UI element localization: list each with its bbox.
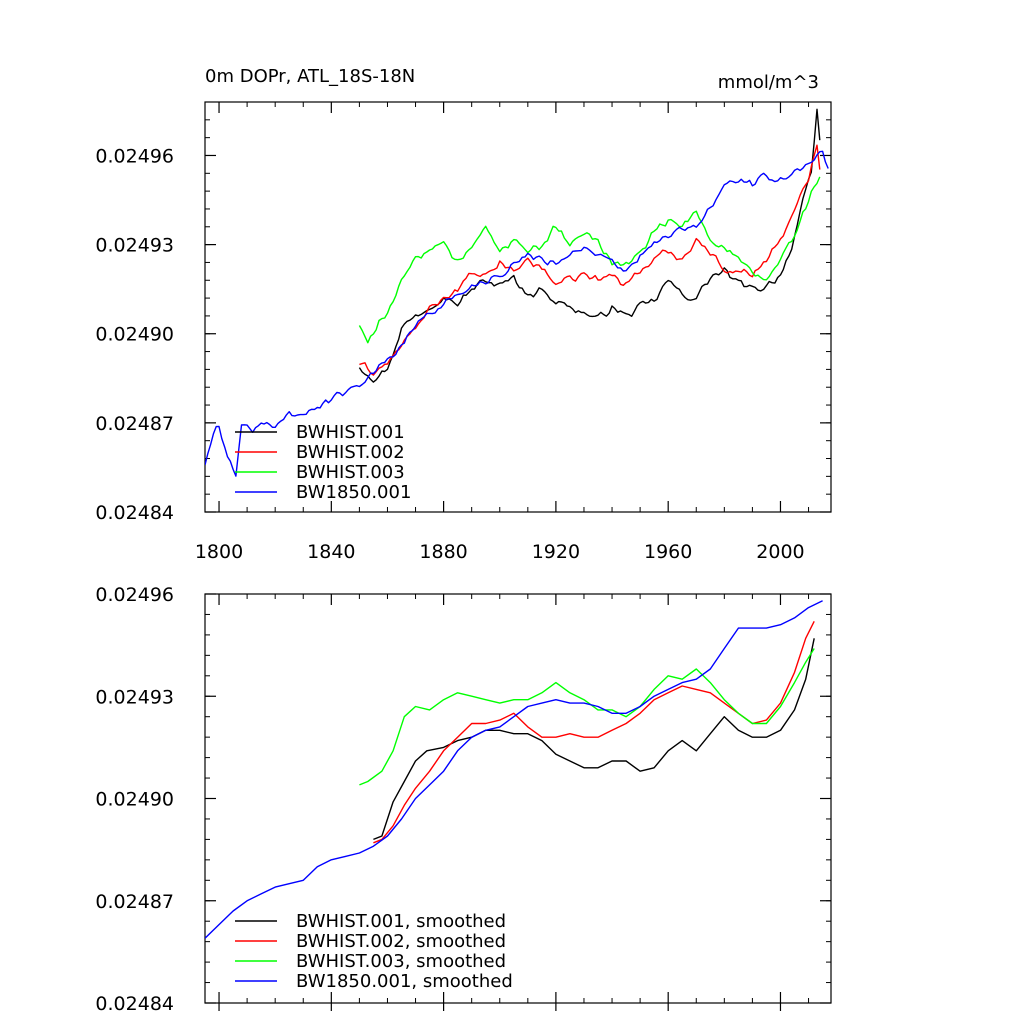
plot-frame [204, 101, 832, 513]
series-line-bwhist-002-smoothed [373, 620, 815, 844]
y-tick-label: 0.02487 [95, 891, 174, 913]
legend-label: BW1850.001 [296, 482, 411, 503]
y-tick-label: 0.02496 [95, 584, 174, 606]
x-tick-label: 1960 [644, 541, 692, 563]
series-line-bwhist-001 [358, 108, 821, 383]
y-tick-label: 0.02490 [95, 324, 174, 346]
legend-label: BWHIST.001, smoothed [296, 911, 506, 932]
x-tick-label: 1920 [532, 541, 580, 563]
legend-label: BWHIST.003, smoothed [296, 951, 506, 972]
series-line-bwhist-001-smoothed [373, 638, 815, 841]
x-tick-label: 1840 [307, 541, 355, 563]
legend-label: BWHIST.002 [296, 442, 405, 463]
x-tick-label: 2000 [756, 541, 804, 563]
y-tick-label: 0.02484 [95, 502, 174, 524]
x-tick-label: 1880 [419, 541, 467, 563]
y-tick-label: 0.02490 [95, 789, 174, 811]
series-line-bw1850-001 [205, 150, 829, 477]
x-tick-label: 1800 [195, 541, 243, 563]
chart-title: 0m DOPr, ATL_18S-18N [205, 66, 415, 87]
series-line-bwhist-003 [358, 176, 821, 344]
legend-label: BWHIST.001 [296, 422, 405, 443]
legend-label: BWHIST.002, smoothed [296, 931, 506, 952]
y-tick-label: 0.02484 [95, 993, 174, 1015]
panel-annual: 0.02484 0.02487 0.02490 0.02493 0.02496 1800 1… [95, 66, 832, 563]
units-label: mmol/m^3 [718, 72, 819, 93]
series-line-bwhist-002 [359, 144, 821, 376]
y-tick-label: 0.02496 [95, 145, 174, 167]
panel-smoothed: 0.02484 0.02487 0.02490 0.02493 0.02496 BWHIS… [95, 584, 832, 1015]
y-tick-label: 0.02493 [95, 235, 174, 257]
series-line-bwhist-003-smoothed [359, 648, 815, 786]
legend-label: BWHIST.003 [296, 462, 405, 483]
y-tick-label: 0.02487 [95, 413, 174, 435]
series-line-bw1850-001-smoothed [205, 600, 823, 939]
legend-label: BW1850.001, smoothed [296, 971, 513, 992]
y-tick-label: 0.02493 [95, 686, 174, 708]
